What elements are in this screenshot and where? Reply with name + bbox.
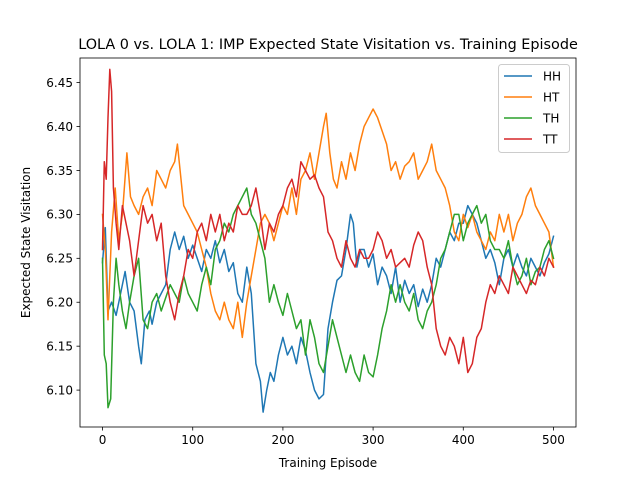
x-tick-label: 300 — [362, 433, 385, 447]
y-axis-label: Expected State Visitation — [19, 167, 33, 318]
y-tick-label: 6.10 — [46, 383, 73, 397]
y-tick-label: 6.40 — [46, 120, 73, 134]
x-tick-label: 400 — [452, 433, 475, 447]
y-tick-label: 6.25 — [46, 252, 73, 266]
series-line-tt — [101, 68, 555, 374]
legend-label-tt: TT — [542, 133, 558, 147]
x-axis: 0 100 200 300 400 500 — [99, 427, 565, 447]
legend-label-th: TH — [542, 112, 559, 126]
x-tick-label: 500 — [542, 433, 565, 447]
legend-label-hh: HH — [543, 70, 561, 84]
series-layer — [101, 68, 555, 413]
y-tick-label: 6.20 — [46, 296, 73, 310]
chart-title: LOLA 0 vs. LOLA 1: IMP Expected State Vi… — [78, 37, 578, 53]
x-tick-label: 100 — [181, 433, 204, 447]
x-tick-label: 200 — [271, 433, 294, 447]
series-line-ht — [101, 108, 555, 339]
y-tick-label: 6.35 — [46, 164, 73, 178]
plot-area — [79, 57, 577, 428]
legend: HH HT TH TT — [498, 64, 570, 153]
axes-frame — [79, 57, 577, 428]
x-tick-label: 0 — [99, 433, 107, 447]
y-tick-label: 6.45 — [46, 76, 73, 90]
y-axis: 6.10 6.15 6.20 6.25 6.30 6.35 6.40 6.45 — [46, 76, 80, 397]
x-axis-label: Training Episode — [278, 456, 377, 470]
series-line-th — [101, 187, 555, 409]
y-tick-label: 6.30 — [46, 208, 73, 222]
legend-frame — [498, 64, 570, 153]
series-line-hh — [101, 204, 555, 413]
y-tick-label: 6.15 — [46, 339, 73, 353]
legend-label-ht: HT — [543, 91, 560, 105]
